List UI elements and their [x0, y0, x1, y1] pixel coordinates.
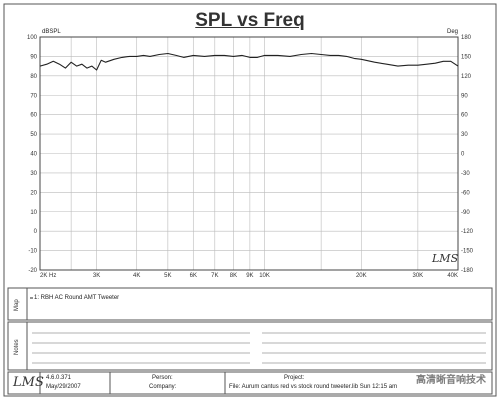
left-axis-label: dBSPL [42, 29, 61, 35]
watermark: 高清晰音响技术 [416, 375, 486, 386]
y-tick-label: 20 [30, 190, 37, 196]
y2-tick-label: -90 [461, 210, 470, 216]
y-tick-label: 90 [30, 54, 37, 60]
y-tick-label: 10 [30, 210, 37, 216]
y2-tick-label: 60 [461, 113, 468, 119]
y-tick-label: 100 [27, 35, 38, 41]
y-tick-label: 80 [30, 74, 37, 80]
footer-panel [7, 371, 493, 395]
y-tick-label: -10 [28, 249, 37, 255]
chart-title: SPL vs Freq [195, 10, 305, 31]
y2-tick-label: 120 [461, 74, 472, 80]
y2-tick-label: 90 [461, 93, 468, 99]
series-layer [39, 52, 459, 71]
outer-border [3, 3, 497, 397]
series-line [39, 52, 459, 71]
y2-tick-label: 180 [461, 35, 472, 41]
grid-layer [39, 36, 459, 271]
notes-panel-label: Notes [14, 339, 20, 355]
footer-project-label: Project: [284, 375, 305, 381]
plot-area [39, 36, 459, 271]
y-tick-label: -20 [28, 268, 37, 274]
x-tick-label: 3K [93, 273, 100, 279]
footer-person-label: Person: [152, 375, 173, 381]
lms-logo-chart: LMS [432, 252, 459, 265]
y-tick-label: 60 [30, 113, 37, 119]
y-tick-label: 70 [30, 93, 37, 99]
x-tick-label: 6K [190, 273, 197, 279]
x-tick-label: 20K [356, 273, 367, 279]
y2-tick-label: 0 [461, 152, 465, 158]
x-tick-label: 2K Hz [40, 273, 56, 279]
y-tick-label: 0 [34, 229, 38, 235]
notes-lines [32, 332, 486, 364]
notes-panel [7, 321, 493, 371]
x-tick-label: 10K [259, 273, 270, 279]
footer-version: 4.6.0.371 [46, 375, 72, 381]
footer-file-text: File: Aurum cantus red vs stock round tw… [229, 384, 398, 390]
footer-date: May/29/2007 [46, 384, 81, 390]
y2-tick-label: 30 [461, 132, 468, 138]
x-tick-label: 4K [133, 273, 140, 279]
y-tick-label: 40 [30, 152, 37, 158]
map-panel-label: Map [14, 299, 20, 311]
x-tick-label: 5K [164, 273, 171, 279]
x-tick-label: 8K [230, 273, 237, 279]
x-tick-label: 7K [211, 273, 218, 279]
x-tick-label: 9K [246, 273, 253, 279]
y-tick-label: 50 [30, 132, 37, 138]
y2-tick-label: -150 [461, 249, 474, 255]
y2-tick-label: -60 [461, 190, 470, 196]
footer-company-label: Company: [149, 384, 177, 390]
map-panel [7, 287, 493, 321]
right-axis-label: Deg [447, 29, 459, 35]
y2-tick-label: -120 [461, 229, 474, 235]
x-tick-label: 30K [413, 273, 424, 279]
lms-logo-footer: LMS [13, 375, 44, 390]
legend-entry: 1: RBH AC Round AMT Tweeter [34, 295, 120, 301]
x-tick-label: 40K [447, 273, 458, 279]
y2-tick-label: -30 [461, 171, 470, 177]
y2-tick-label: -180 [461, 268, 474, 274]
y-tick-label: 30 [30, 171, 37, 177]
tick-labels: 1009080706050403020100-10-20180150120906… [27, 35, 474, 279]
y2-tick-label: 150 [461, 54, 472, 60]
